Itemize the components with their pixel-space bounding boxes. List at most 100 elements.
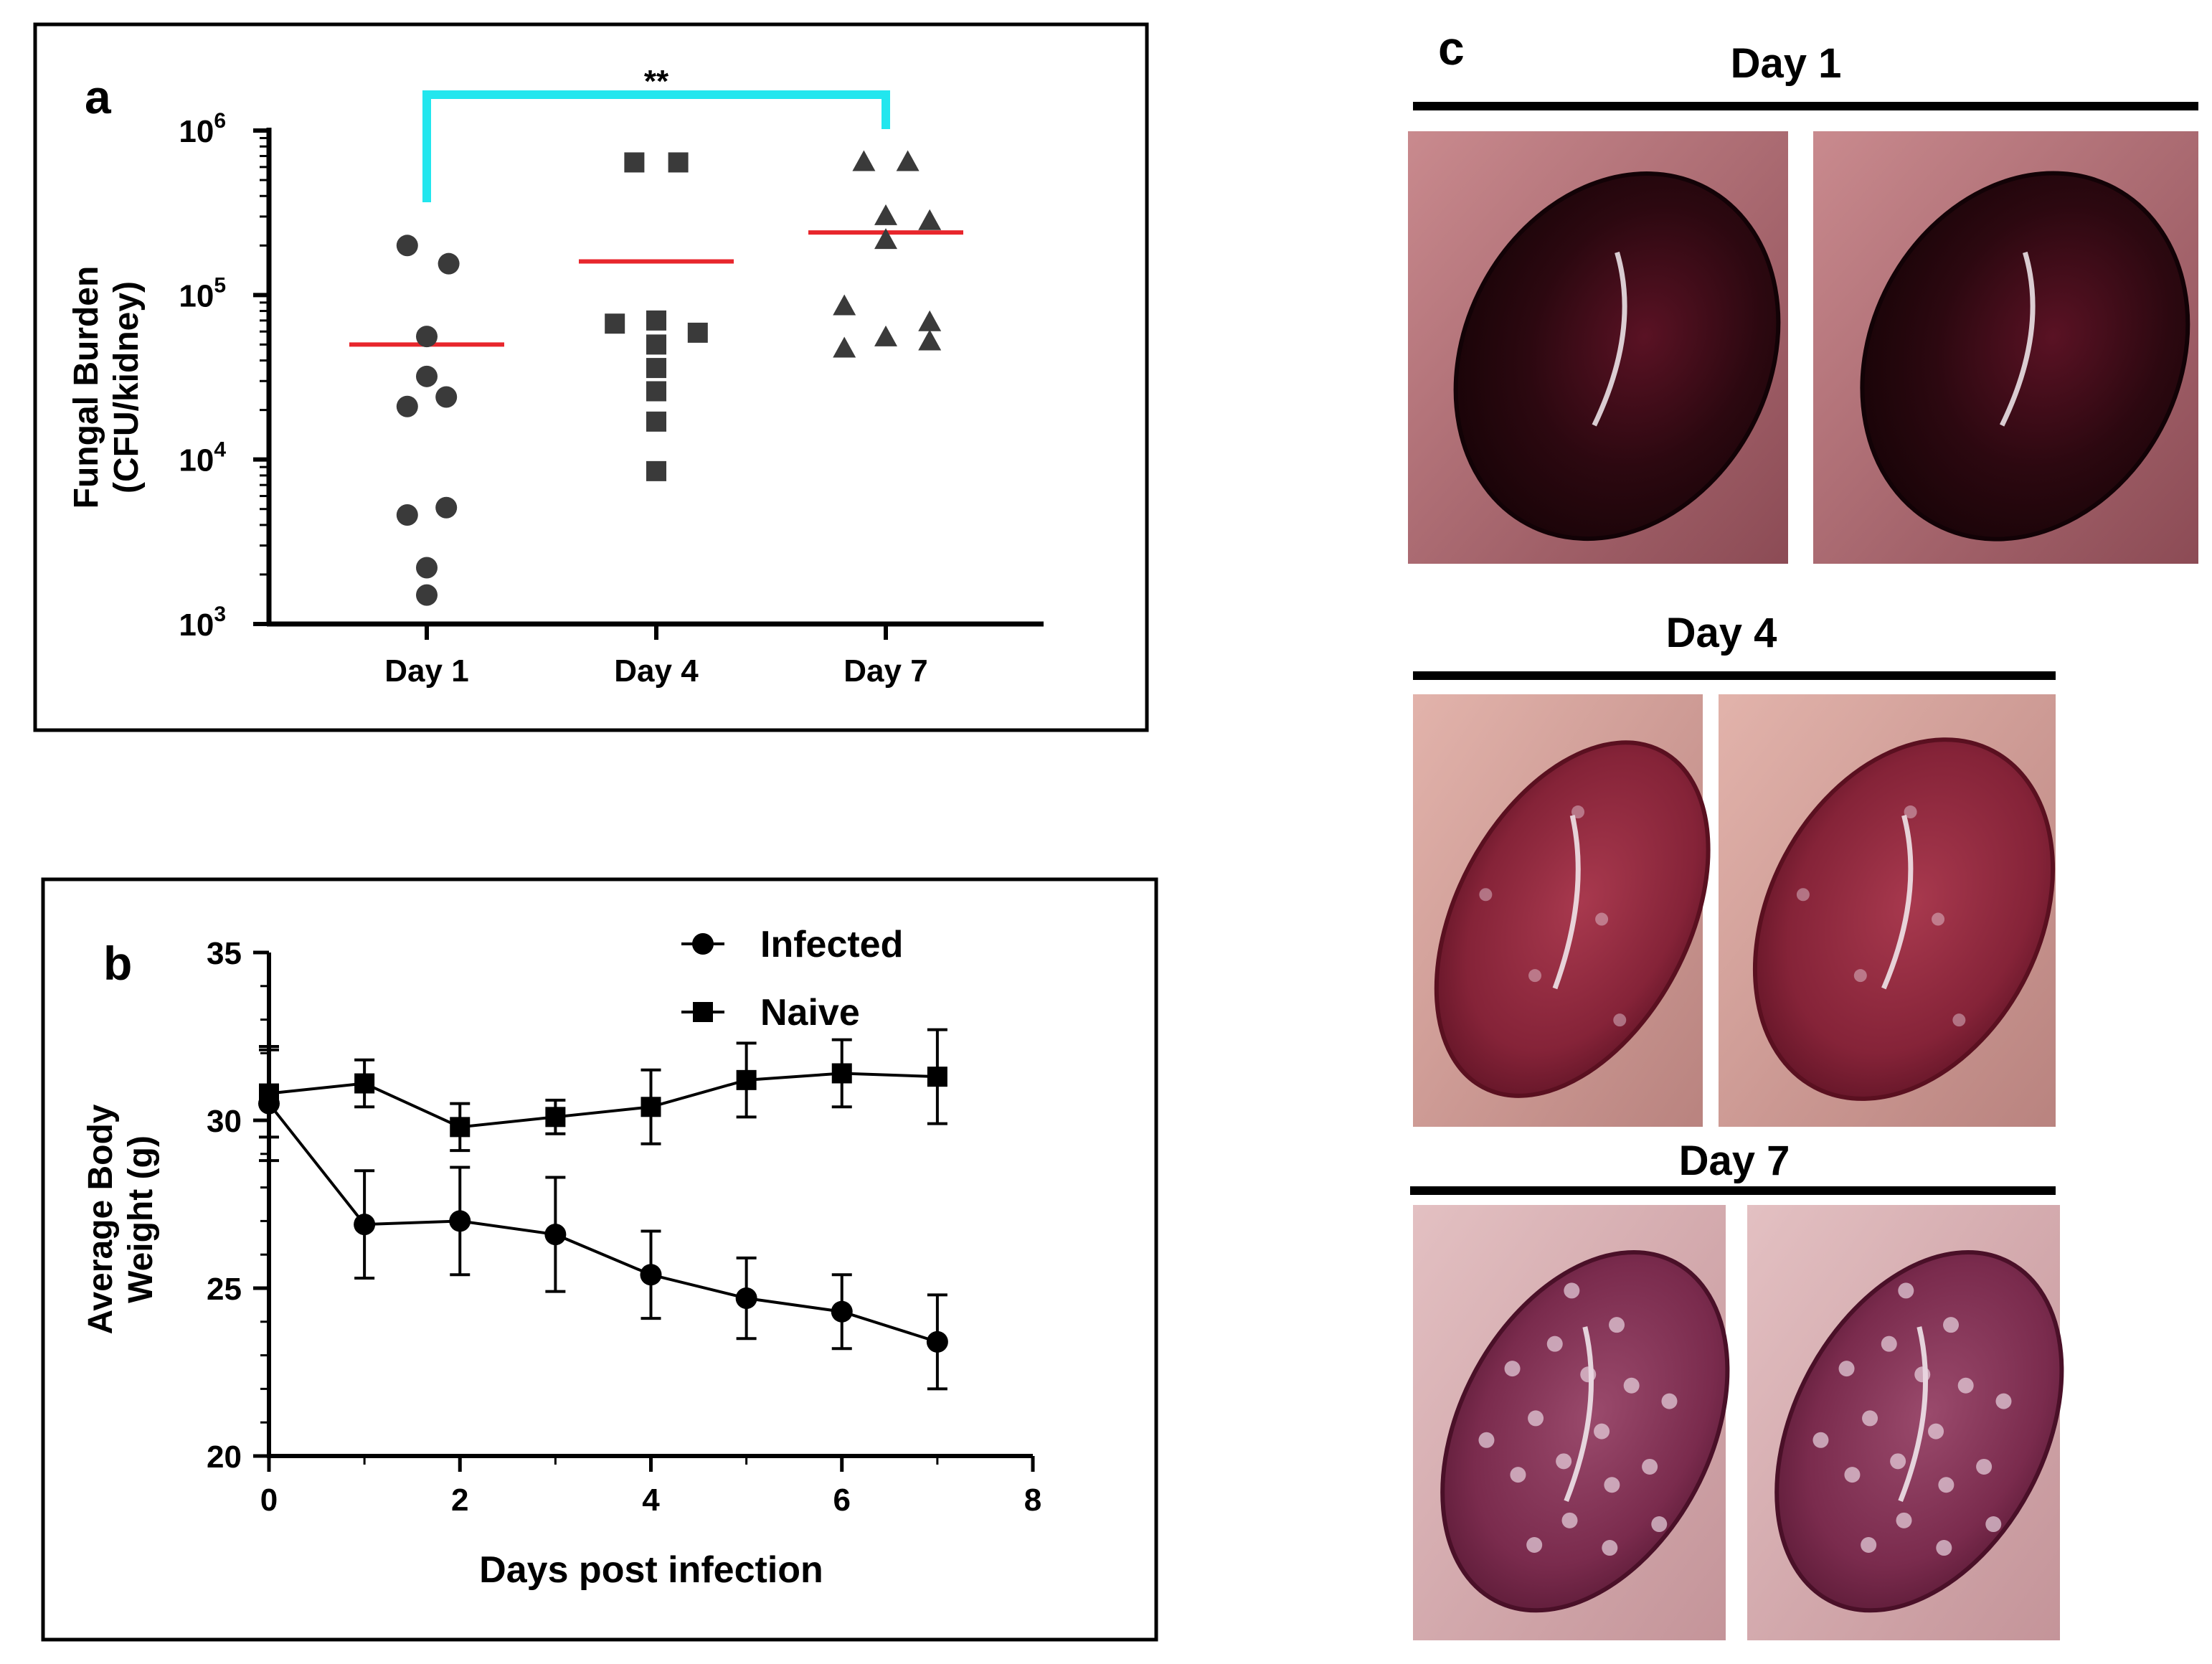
kidney-lesion [1571,805,1585,819]
point-triangle [918,310,942,331]
kidney-row-title: Day 1 [1731,40,1842,87]
kidney-lesion [1890,1453,1906,1470]
x-tick-label: 6 [833,1483,851,1518]
kidney-image [1413,694,1711,1127]
kidney-lesion [1546,1336,1563,1352]
point-circle [544,1224,567,1246]
point-circle [435,386,458,408]
kidney-lesion [1528,1410,1544,1427]
kidney-highlight [1592,251,1627,427]
kidney-lesion [1604,1477,1620,1493]
point-square [646,334,666,355]
kidney-lesion [1898,1282,1914,1299]
point-square [450,1117,471,1138]
point-triangle [874,325,897,346]
point-circle [449,1210,471,1232]
point-square [646,310,666,331]
panel-b-body-weight: b Average Body Weight (g) Days post infe… [41,877,1158,1642]
y-tick-label: 25 [207,1272,242,1307]
kidney-lesion [1938,1477,1955,1493]
panel-b-xlabel: Days post infection [479,1549,823,1591]
legend-marker-circle [692,933,714,955]
kidney-lesion [1862,1410,1878,1427]
panel-b-frame [41,877,1158,1642]
kidney-lesion [1564,1282,1580,1299]
kidney-lesion [1957,1377,1974,1394]
point-circle [416,326,438,348]
panel-a-letter: a [85,70,112,123]
kidney-lesion [1623,1377,1640,1394]
kidney-lesion [1976,1458,1993,1475]
y-tick-label: 103 [179,602,226,643]
kidney-lesion [1896,1512,1912,1528]
kidney-lesion [1861,1536,1877,1553]
kidney-image [1747,1205,2064,1640]
kidney-lesion [1510,1467,1526,1483]
kidney-lesion [1932,912,1945,926]
point-triangle [918,209,942,230]
x-tick-label: 8 [1024,1483,1041,1518]
kidney-lesion [1943,1317,1960,1333]
series-naive [259,1028,947,1153]
kidney-lesion [1478,1432,1495,1448]
panel-a-ylabel-line1: Fungal Burden [67,266,105,509]
point-circle [926,1330,948,1353]
point-circle [435,496,458,519]
significance-label: ** [644,64,669,99]
kidney-lesion [1904,805,1917,819]
kidney-lesion [1838,1361,1855,1377]
point-square [646,460,666,481]
panel-c-letter: c [1438,22,1465,75]
point-square [646,411,666,432]
point-circle [416,584,438,606]
kidney-lesion [1928,1423,1944,1440]
point-triangle [852,150,876,171]
point-square [605,313,625,334]
kidney-lesion [1844,1467,1861,1483]
point-circle [396,504,418,526]
panel-a-axes: 103 104 105 106 Day 1 Day 4 Day 7 [179,109,1044,689]
y-tick-label: 106 [179,109,226,149]
series-infected [258,1045,948,1391]
kidney-image [1813,131,2198,564]
kidney-lesion [1479,888,1493,902]
kidney-lesion [1914,1366,1931,1383]
point-circle [831,1300,853,1323]
y-tick-label: 20 [207,1440,242,1475]
kidney-highlight [1564,1326,1594,1503]
kidney-highlight [1881,814,1914,990]
panel-c-rows: Day 1 Day 4 Day 7 [1408,40,2198,1640]
kidney-lesion [1936,1540,1952,1556]
point-square [259,1083,279,1104]
kidney-lesion [1661,1393,1678,1409]
y-tick-label: 35 [207,936,242,971]
point-triangle [874,228,897,250]
point-triangle [896,150,920,171]
point-circle [396,235,418,257]
kidney-lesion [1561,1512,1578,1528]
point-square [646,358,666,379]
kidney-lesion [1528,969,1542,983]
panel-a-ylabel: Fungal Burden (CFU/kidney) [67,266,146,509]
kidney-highlight [1552,815,1581,990]
panel-a-fungal-burden: a Fungal Burden (CFU/kidney) 10310410510… [33,22,1149,732]
kidney-lesion [1985,1516,2002,1533]
kidney-lesion [1995,1393,2012,1409]
kidney-lesion [1526,1536,1543,1553]
panel-b-ylabel-line2: Weight (g) [122,1135,160,1303]
legend-marker-square [693,1002,713,1022]
kidney-lesion [1504,1361,1521,1377]
kidney-lesion [1594,1423,1610,1440]
kidney-lesion [1595,912,1609,926]
x-tick-label: Day 7 [843,653,927,689]
point-square [624,152,645,173]
kidney-lesion [1881,1336,1897,1352]
data-points [396,150,942,606]
kidney-lesion [1580,1366,1597,1383]
series-line [268,1072,937,1129]
point-square [736,1069,757,1090]
panel-b-axes: 20 25 30 35 0 2 4 6 8 [207,936,1041,1518]
kidney-row: Day 4 [1413,610,2056,1127]
significance-line [422,90,890,202]
point-circle [396,395,418,417]
